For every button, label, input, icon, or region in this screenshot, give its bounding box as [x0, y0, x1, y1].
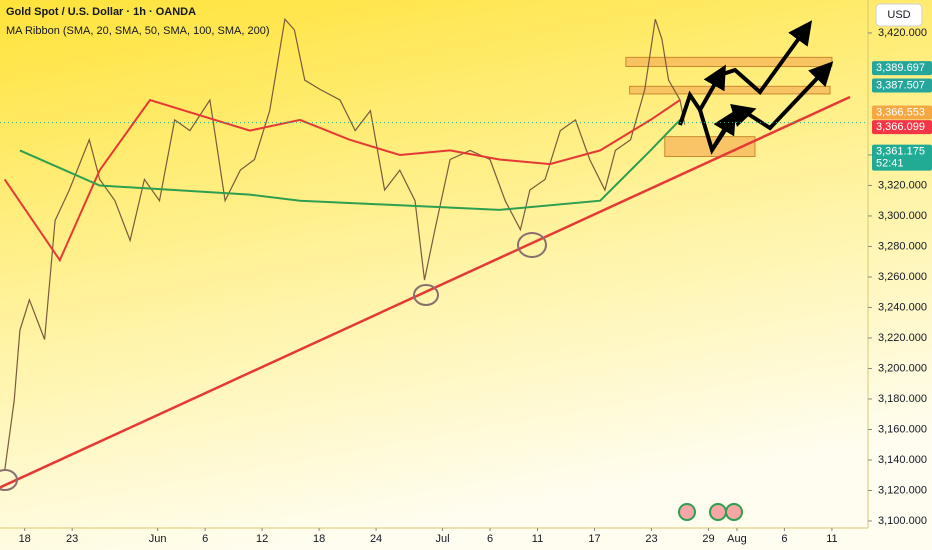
y-tick-label: 3,280.000: [878, 240, 927, 252]
price-label-box: [872, 120, 932, 135]
currency-label: USD: [887, 9, 910, 21]
indicator-legend: MA Ribbon (SMA, 20, SMA, 50, SMA, 100, S…: [6, 25, 270, 37]
zone: [625, 56, 833, 67]
x-tick-label: Jul: [436, 533, 450, 545]
x-tick-label: 11: [532, 533, 543, 545]
event-icons: [678, 503, 743, 521]
drawings: [678, 20, 834, 155]
circle: [517, 232, 547, 258]
y-tick-label: 3,160.000: [878, 423, 927, 435]
event-icon[interactable]: [678, 503, 696, 521]
price-label: 3,387.507: [876, 79, 925, 91]
x-tick-label: 29: [702, 533, 714, 545]
arrow: [719, 20, 813, 95]
price-label: 3,361.175: [876, 146, 925, 158]
x-tick-label: 23: [645, 533, 657, 545]
price-label: 3,389.697: [876, 62, 925, 74]
trendline: [0, 95, 851, 489]
x-tick-label: 18: [313, 533, 325, 545]
price-label: 3,366.099: [876, 121, 925, 133]
x-tick-label: 18: [19, 533, 31, 545]
event-icon[interactable]: [725, 503, 743, 521]
x-tick-label: 12: [256, 533, 268, 545]
series-line: [3, 98, 681, 263]
y-tick-label: 3,300.000: [878, 210, 927, 222]
x-tick-label: 11: [826, 533, 837, 545]
circle: [0, 469, 18, 491]
y-tick-label: 3,140.000: [878, 454, 927, 466]
x-tick-label: Aug: [727, 533, 747, 545]
price-label-box: [872, 105, 932, 120]
countdown: 52:41: [876, 158, 904, 170]
y-tick-label: 3,120.000: [878, 484, 927, 496]
y-tick-label: 3,220.000: [878, 332, 927, 344]
price-label-box: [872, 144, 932, 171]
arrow: [678, 64, 726, 126]
x-tick-label: Jun: [149, 533, 167, 545]
y-tick-label: 3,320.000: [878, 179, 927, 191]
y-tick-label: 3,420.000: [878, 27, 927, 39]
event-icon[interactable]: [709, 503, 727, 521]
chart-title: Gold Spot / U.S. Dollar · 1h · OANDA: [6, 6, 196, 18]
y-tick-label: 3,180.000: [878, 393, 927, 405]
x-tick-label: 6: [202, 533, 208, 545]
price-label: 3,366.553: [876, 106, 925, 118]
price-label-box: [872, 78, 932, 93]
x-tick-label: 17: [588, 533, 600, 545]
y-tick-label: 3,200.000: [878, 362, 927, 374]
x-tick-label: 6: [487, 533, 493, 545]
y-tick-label: 3,260.000: [878, 271, 927, 283]
highlights: [0, 232, 547, 491]
x-tick-label: 24: [370, 533, 382, 545]
arrow: [710, 103, 757, 152]
price-label-box: [872, 61, 932, 76]
currency-button[interactable]: [875, 3, 923, 27]
x-tick-label: 6: [781, 533, 787, 545]
arrow: [743, 61, 834, 131]
series-line: [19, 119, 681, 211]
y-tick-label: 3,100.000: [878, 515, 927, 527]
y-tick-label: 3,240.000: [878, 301, 927, 313]
circle: [413, 284, 439, 306]
zone: [629, 85, 831, 95]
x-tick-label: 23: [66, 533, 78, 545]
